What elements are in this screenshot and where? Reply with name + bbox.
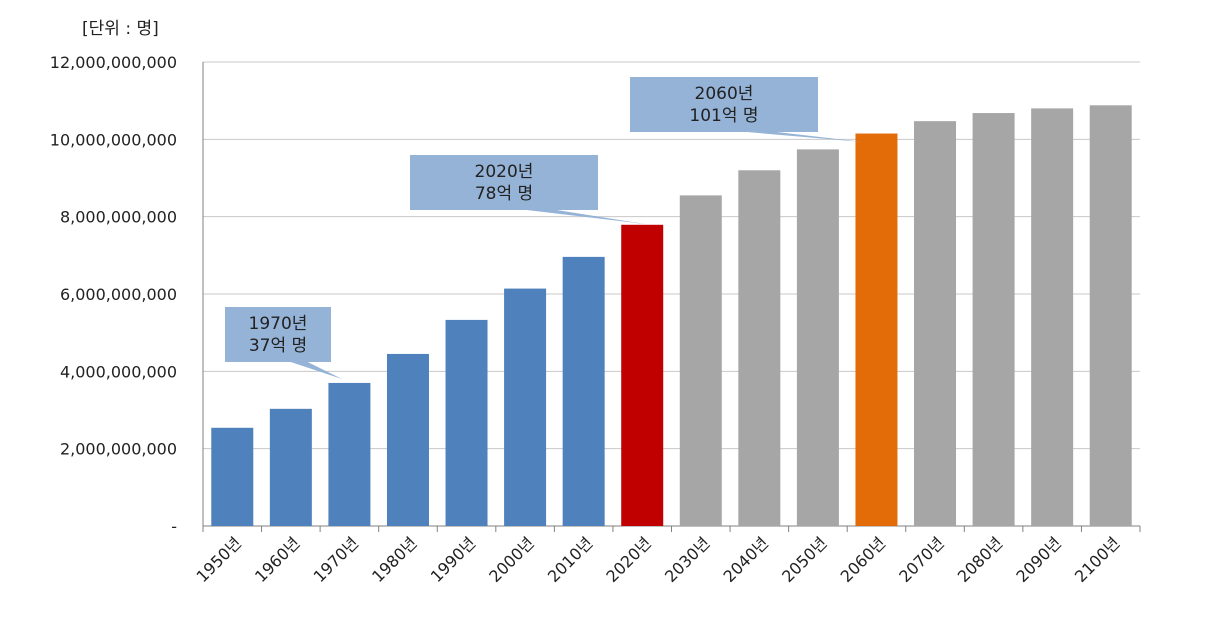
x-tick-label: 2000년 xyxy=(485,533,538,586)
y-tick-label: 10,000,000,000 xyxy=(50,130,177,149)
bar xyxy=(1031,108,1074,527)
x-tick-label: 1990년 xyxy=(427,533,480,586)
x-tick-label: 2050년 xyxy=(778,533,831,586)
x-tick-label: 2020년 xyxy=(602,533,655,586)
y-tick-label: 12,000,000,000 xyxy=(50,53,177,72)
callout-label: 78억 명 xyxy=(475,184,533,204)
bar xyxy=(211,427,254,526)
x-tick-label: 1980년 xyxy=(368,533,421,586)
callout-box xyxy=(630,77,863,142)
x-tick-label: 1970년 xyxy=(310,533,363,586)
bar xyxy=(914,121,957,526)
y-tick-label: 8,000,000,000 xyxy=(60,208,177,227)
x-tick-label: 2040년 xyxy=(720,533,773,586)
x-tick-label: 2030년 xyxy=(661,533,714,586)
callout-label: 2020년 xyxy=(475,162,534,182)
bar xyxy=(855,133,898,527)
unit-label: [단위 : 명] xyxy=(82,19,159,39)
callout-box xyxy=(225,307,342,379)
callout-label: 37억 명 xyxy=(249,336,307,356)
x-tick-label: 2010년 xyxy=(544,533,597,586)
y-tick-label: 2,000,000,000 xyxy=(60,440,177,459)
callout-label: 1970년 xyxy=(249,314,308,334)
bar xyxy=(386,353,429,526)
callout-box xyxy=(410,155,645,224)
bar xyxy=(679,195,722,526)
y-tick-label: 4,000,000,000 xyxy=(60,362,177,381)
bar xyxy=(504,288,547,526)
bar xyxy=(328,382,371,526)
bar xyxy=(562,256,605,526)
bar xyxy=(972,113,1015,526)
x-tick-label: 1950년 xyxy=(192,533,245,586)
callout-label: 2060년 xyxy=(695,84,754,104)
bar xyxy=(738,170,781,526)
bar xyxy=(269,408,312,526)
x-tick-label: 2100년 xyxy=(1071,533,1124,586)
bar xyxy=(796,149,839,527)
x-tick-label: 2060년 xyxy=(837,533,890,586)
x-tick-label: 2080년 xyxy=(954,533,1007,586)
x-tick-label: 1960년 xyxy=(251,533,304,586)
bar xyxy=(1089,105,1132,526)
x-tick-label: 2070년 xyxy=(895,533,948,586)
bar xyxy=(621,224,664,526)
callout-label: 101억 명 xyxy=(689,106,758,126)
bar xyxy=(445,319,488,526)
x-tick-label: 2090년 xyxy=(1012,533,1065,586)
y-tick-label: 6,000,000,000 xyxy=(60,285,177,304)
y-tick-label: - xyxy=(171,517,177,536)
